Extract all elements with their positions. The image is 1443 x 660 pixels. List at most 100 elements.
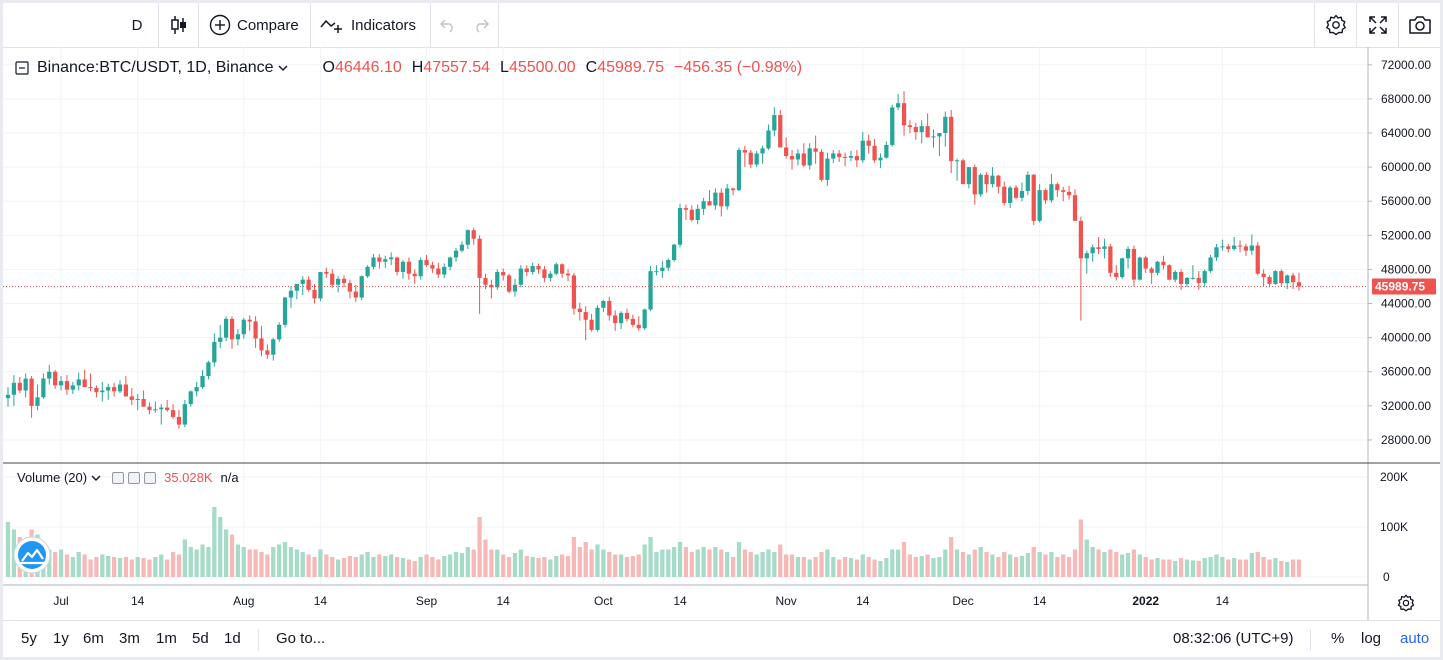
time-axis[interactable]: Jul 14 Aug 14 Sep 14 Oct 14 Nov 14 Dec 14 2022 14 [53, 594, 1229, 608]
volume-bar [117, 558, 123, 577]
interval-button[interactable]: D [116, 3, 159, 47]
time-tick-label: 14 [131, 594, 145, 608]
volume-bar [778, 544, 783, 577]
chevron-down-icon[interactable] [277, 63, 289, 73]
volume-bar [772, 552, 777, 577]
chart-canvas[interactable]: 72000.00 68000.00 64000.00 60000.00 56000.00… [3, 47, 1440, 620]
range-6m[interactable]: 6m [83, 630, 104, 647]
candle [896, 93, 901, 110]
time-tick-label: Jul [53, 594, 68, 608]
percent-toggle[interactable]: % [1331, 630, 1345, 647]
volume-bar [583, 542, 588, 577]
candle [165, 399, 170, 412]
price-tick-label: 28000.00 [1381, 433, 1431, 447]
chevron-down-icon[interactable] [90, 473, 102, 483]
candle [506, 273, 512, 294]
candle [176, 410, 182, 429]
close-icon[interactable] [144, 471, 157, 484]
volume-bar [200, 544, 205, 577]
time-tick-label: Oct [594, 594, 613, 608]
candle [819, 149, 824, 182]
volume-bar [141, 558, 146, 577]
price-axis[interactable]: 72000.00 68000.00 64000.00 60000.00 56000.00… [1368, 58, 1431, 447]
candle [524, 265, 529, 277]
volume-bar [318, 549, 323, 577]
snapshot-button[interactable] [1398, 3, 1440, 47]
candle [82, 370, 87, 388]
divider [258, 629, 259, 651]
volume-bar [960, 552, 966, 577]
candle [253, 316, 258, 348]
volume-bar [825, 549, 830, 577]
volume-bar [990, 554, 995, 577]
candle [1037, 184, 1042, 223]
candle [630, 314, 635, 328]
volume-bar [601, 549, 606, 577]
range-5d[interactable]: 5d [192, 630, 209, 647]
candle [123, 376, 129, 397]
range-1m[interactable]: 1m [156, 630, 177, 647]
volume-bar [288, 547, 294, 577]
volume-bar [1108, 549, 1113, 577]
candle [436, 262, 441, 278]
candle [1273, 270, 1278, 285]
volume-bar [182, 539, 187, 577]
candle [483, 273, 488, 290]
undo-icon[interactable] [439, 17, 457, 33]
candle [1096, 237, 1101, 255]
goto-button[interactable]: Go to... [276, 630, 326, 647]
volume-bar [1090, 547, 1095, 577]
candle [147, 402, 152, 415]
auto-toggle[interactable]: auto [1400, 630, 1430, 647]
range-1y[interactable]: 1y [53, 630, 69, 647]
volume-bar [1096, 549, 1101, 577]
settings-mini-icon[interactable] [128, 471, 141, 484]
history-buttons [431, 3, 499, 47]
time-tick-label: 14 [314, 594, 328, 608]
range-3m[interactable]: 3m [119, 630, 140, 647]
candle [1025, 171, 1030, 196]
volume-bar [848, 558, 854, 577]
volume-bar [949, 537, 954, 577]
candle [1178, 269, 1184, 290]
volume-bar [206, 547, 211, 577]
volume-bar [1066, 557, 1072, 577]
volume-bar [890, 549, 895, 577]
fullscreen-button[interactable] [1356, 3, 1398, 47]
candle [937, 133, 942, 157]
time-axis-settings-button[interactable] [1397, 594, 1415, 612]
volume-bar [389, 554, 394, 577]
volume-bar [736, 542, 742, 577]
main-legend: Binance:BTC/USDT, 1D, Binance O46446.10 H… [15, 57, 802, 79]
candle [300, 276, 305, 295]
clock[interactable]: 08:32:06 (UTC+9) [1173, 630, 1294, 647]
volume-bar [1049, 552, 1054, 577]
eye-icon[interactable] [112, 471, 125, 484]
volume-bar [683, 547, 689, 577]
compare-button[interactable]: Compare [199, 3, 311, 47]
volume-bar [424, 554, 429, 577]
range-1d[interactable]: 1d [224, 630, 241, 647]
indicators-button[interactable]: Indicators [311, 3, 431, 47]
chart-style-button[interactable] [159, 3, 199, 47]
candle [742, 145, 747, 168]
volume-bar [1208, 557, 1213, 577]
candle [424, 254, 429, 267]
range-5y[interactable]: 5y [21, 630, 37, 647]
candle [1255, 242, 1260, 276]
candle [212, 333, 217, 367]
symbol-title[interactable]: Binance:BTC/USDT, 1D, Binance [37, 59, 274, 76]
settings-button[interactable] [1314, 3, 1356, 47]
volume-bar [330, 557, 335, 577]
volume-bar [294, 549, 299, 577]
candle [453, 248, 459, 262]
volume-bar [1161, 559, 1166, 577]
redo-icon[interactable] [472, 17, 490, 33]
low-value: 45500.00 [508, 59, 576, 76]
log-toggle[interactable]: log [1361, 630, 1382, 647]
volume-bar [1232, 558, 1237, 577]
volume-title[interactable]: Volume (20) [17, 470, 88, 485]
candles [5, 91, 1302, 429]
collapse-icon[interactable] [15, 61, 29, 75]
volume-bar [1013, 557, 1019, 577]
